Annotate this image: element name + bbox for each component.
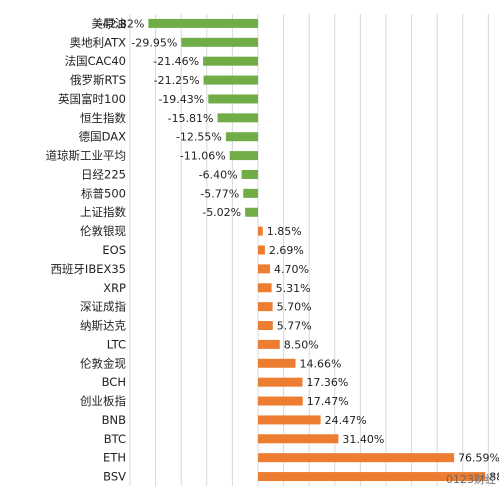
bar [241, 169, 258, 179]
bar [258, 472, 486, 482]
bar [203, 75, 258, 85]
category-label: 创业板指 [80, 394, 126, 408]
value-label: -11.06% [180, 150, 226, 163]
value-label: 4.70% [274, 263, 309, 276]
bar [258, 415, 321, 425]
bar [258, 434, 339, 444]
category-label: 上证指数 [80, 205, 126, 219]
watermark-text: 0123财经 [446, 472, 496, 486]
value-label: 8.50% [284, 338, 319, 351]
category-label: XRP [103, 281, 126, 295]
category-label: 英国富时100 [58, 92, 126, 106]
value-label: -5.77% [200, 187, 239, 200]
value-label: 14.66% [300, 357, 342, 370]
bar [258, 226, 263, 236]
value-label: -29.95% [131, 36, 177, 49]
value-label: -6.40% [199, 168, 238, 181]
category-label: 奥地利ATX [70, 35, 126, 49]
bar [203, 56, 258, 66]
value-label: 5.31% [276, 282, 311, 295]
bar [181, 37, 258, 47]
value-label: -21.25% [154, 74, 200, 87]
value-label: 5.70% [277, 301, 312, 314]
bar [245, 207, 258, 217]
bar [258, 321, 273, 331]
bar [258, 396, 303, 406]
value-label: 24.47% [325, 414, 367, 427]
category-label: BTC [104, 432, 126, 446]
bar [258, 453, 455, 463]
category-label: 德国DAX [79, 130, 127, 144]
bar [258, 283, 272, 293]
category-label: 深证成指 [80, 300, 126, 314]
category-label: 美原油 [92, 16, 127, 30]
bar [148, 18, 258, 28]
value-label: -12.55% [176, 131, 222, 144]
value-label: -5.02% [202, 206, 241, 219]
category-label: 恒生指数 [80, 111, 126, 125]
value-label: -15.81% [168, 112, 214, 125]
bar [258, 302, 273, 312]
value-label: 1.85% [267, 225, 302, 238]
category-label: BNB [102, 413, 126, 427]
value-label: 31.40% [342, 433, 384, 446]
category-label: EOS [102, 243, 126, 257]
value-label: 2.69% [269, 244, 304, 257]
category-label: 伦敦银现 [80, 224, 126, 238]
value-label: -19.43% [158, 93, 204, 106]
bar [217, 113, 258, 123]
bar [258, 358, 296, 368]
category-label: 西班牙IBEX35 [50, 262, 126, 276]
value-label: -42.82% [98, 17, 144, 30]
bar [225, 132, 258, 142]
category-label: 俄罗斯RTS [70, 73, 126, 87]
category-label: 标普500 [81, 186, 126, 200]
value-label: 17.47% [307, 395, 349, 408]
category-label: LTC [107, 337, 126, 351]
value-label: -21.46% [153, 55, 199, 68]
value-label: 88.78% [489, 471, 499, 484]
category-label: 伦敦金现 [80, 356, 126, 370]
bar [243, 188, 258, 198]
category-label: ETH [103, 451, 126, 465]
bar [258, 339, 280, 349]
category-label: BCH [102, 375, 126, 389]
bar [229, 151, 258, 161]
bar [258, 264, 271, 274]
category-label: 日经225 [81, 167, 126, 181]
category-label: 纳斯达克 [80, 319, 126, 333]
category-label: 法国CAC40 [65, 54, 126, 68]
bar [258, 377, 303, 387]
bars [148, 18, 486, 482]
value-label: 17.36% [306, 376, 348, 389]
value-label: 76.59% [458, 452, 499, 465]
category-label: BSV [103, 470, 126, 484]
bar [258, 245, 265, 255]
bar [208, 94, 258, 104]
category-label: 道琼斯工业平均 [46, 149, 127, 163]
labels: 美原油-42.82% 奥地利ATX -29.95% 法国CAC40 -21.46% 俄罗斯… [46, 16, 499, 483]
value-label: 5.77% [277, 320, 312, 333]
